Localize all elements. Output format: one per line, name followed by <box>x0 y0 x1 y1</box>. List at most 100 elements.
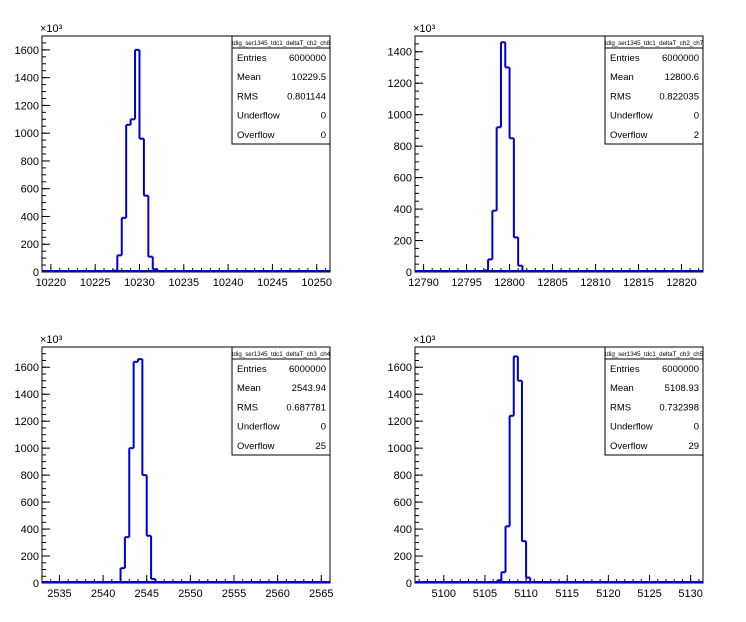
histogram-series <box>415 41 703 273</box>
y-axis: 0 200 400 600 800 1000 1200 1400 1600 <box>388 346 423 590</box>
y-axis: 0 200 400 600 800 1000 1200 1400 <box>388 35 423 279</box>
stats-label: Mean <box>237 72 261 83</box>
stats-value: 0.822035 <box>659 91 699 102</box>
y-tick-label: 400 <box>21 211 39 223</box>
stats-value: 25 <box>315 441 326 452</box>
y-tick-label: 1600 <box>388 362 412 374</box>
stats-label: Mean <box>610 72 634 83</box>
y-tick-label: 600 <box>21 184 39 196</box>
stats-label: Overflow <box>237 441 275 452</box>
y-tick-label: 800 <box>21 156 39 168</box>
x-tick-label: 2560 <box>265 588 289 600</box>
x-tick-label: 12805 <box>537 277 568 289</box>
stats-label: Mean <box>610 383 634 394</box>
x-tick-label: 2555 <box>222 588 246 600</box>
stats-label: Entries <box>237 364 267 375</box>
x-tick-label: 12810 <box>580 277 611 289</box>
histogram-series <box>42 48 330 273</box>
x-tick-label: 2545 <box>134 588 158 600</box>
y-tick-label: 1000 <box>15 443 39 455</box>
stats-label: Overflow <box>610 441 648 452</box>
y-tick-label: 1200 <box>388 78 412 90</box>
y-tick-label: 1400 <box>388 47 412 59</box>
stats-label: Entries <box>610 364 640 375</box>
histogram-series <box>415 355 703 584</box>
y-exponent-label: ×10³ <box>40 334 63 346</box>
y-tick-label: 0 <box>406 578 412 590</box>
x-tick-label: 10230 <box>124 277 155 289</box>
y-exponent-label: ×10³ <box>413 23 436 35</box>
y-tick-label: 400 <box>394 204 412 216</box>
y-tick-label: 200 <box>21 551 39 563</box>
y-tick-label: 1200 <box>15 100 39 112</box>
x-tick-label: 5105 <box>473 588 497 600</box>
y-tick-label: 600 <box>394 497 412 509</box>
stats-box-frame <box>604 346 704 456</box>
x-tick-label: 12795 <box>451 277 482 289</box>
stats-label: Entries <box>237 53 267 64</box>
x-tick-label: 2540 <box>91 588 115 600</box>
stats-label: Overflow <box>610 130 648 141</box>
stats-value: 0 <box>694 111 699 122</box>
y-tick-label: 1400 <box>388 389 412 401</box>
stats-label: Underflow <box>610 422 653 433</box>
stats-box: tdig_ser1345_tdc1_deltaT_ch2_ch7 Entries 6… <box>604 35 704 145</box>
y-tick-label: 800 <box>394 470 412 482</box>
stats-value: 6000000 <box>289 53 326 64</box>
y-tick-label: 200 <box>21 239 39 251</box>
histogram-title: tdig_ser1345_tdc1_deltaT_ch3_ch4 <box>232 351 331 358</box>
x-tick-label: 5115 <box>555 588 579 600</box>
y-tick-label: 400 <box>394 524 412 536</box>
y-exponent-label: ×10³ <box>413 334 436 346</box>
stats-value: 2543.94 <box>292 383 326 394</box>
stats-value: 0 <box>321 130 326 141</box>
y-tick-label: 600 <box>21 497 39 509</box>
y-tick-label: 1200 <box>388 416 412 428</box>
stats-value: 10229.5 <box>292 72 326 83</box>
stats-label: Overflow <box>237 130 275 141</box>
stats-box-frame <box>231 35 331 145</box>
y-tick-label: 1000 <box>388 443 412 455</box>
x-tick-label: 2535 <box>47 588 71 600</box>
y-tick-label: 1400 <box>15 73 39 85</box>
y-tick-label: 800 <box>21 470 39 482</box>
histogram-panel-2: 12790 12795 12800 12805 12810 12815 12820 0 200 4… <box>388 23 704 289</box>
y-tick-label: 1600 <box>15 45 39 57</box>
x-axis: 10220 10225 10230 10235 10240 10245 10250 <box>36 264 332 289</box>
x-axis: 2535 2540 2545 2550 2555 2560 2565 <box>41 575 334 600</box>
histogram-title: tdig_ser1345_tdc1_deltaT_ch2_ch8 <box>232 40 331 47</box>
histogram-panel-4: 5100 5105 5110 5115 5120 5125 5130 0 200 400 600 80… <box>388 334 704 600</box>
y-tick-label: 1000 <box>388 110 412 122</box>
x-axis: 12790 12795 12800 12805 12810 12815 12820 <box>408 264 700 289</box>
histogram-panel-3: 2535 2540 2545 2550 2555 2560 2565 0 200 400 600 80… <box>15 334 334 600</box>
y-tick-label: 0 <box>406 267 412 279</box>
x-tick-label: 10235 <box>168 277 199 289</box>
y-tick-label: 0 <box>33 267 39 279</box>
stats-label: Underflow <box>237 111 280 122</box>
x-tick-label: 2565 <box>309 588 333 600</box>
stats-box-frame <box>231 346 331 456</box>
stats-value: 0.687781 <box>286 402 326 413</box>
histogram-series <box>42 358 330 584</box>
x-tick-label: 10225 <box>80 277 111 289</box>
stats-label: RMS <box>610 402 631 413</box>
stats-value: 0 <box>321 111 326 122</box>
x-tick-label: 5110 <box>514 588 538 600</box>
stats-label: Entries <box>610 53 640 64</box>
x-tick-label: 10220 <box>36 277 67 289</box>
y-tick-label: 400 <box>21 524 39 536</box>
histogram-title: tdig_ser1345_tdc1_deltaT_ch2_ch7 <box>605 40 704 47</box>
stats-value: 0 <box>694 422 699 433</box>
stats-value: 5108.93 <box>665 383 699 394</box>
y-tick-label: 1400 <box>15 389 39 401</box>
histogram-panel-1: 10220 10225 10230 10235 10240 10245 10250 0 200 4… <box>15 23 332 289</box>
y-tick-label: 800 <box>394 141 412 153</box>
stats-value: 6000000 <box>289 364 326 375</box>
stats-label: Underflow <box>237 422 280 433</box>
x-tick-label: 12820 <box>666 277 697 289</box>
stats-box: tdig_ser1345_tdc1_deltaT_ch2_ch8 Entries 6… <box>231 35 331 145</box>
x-tick-label: 10240 <box>213 277 244 289</box>
stats-label: Underflow <box>610 111 653 122</box>
x-tick-label: 10245 <box>257 277 288 289</box>
y-tick-label: 1600 <box>15 362 39 374</box>
